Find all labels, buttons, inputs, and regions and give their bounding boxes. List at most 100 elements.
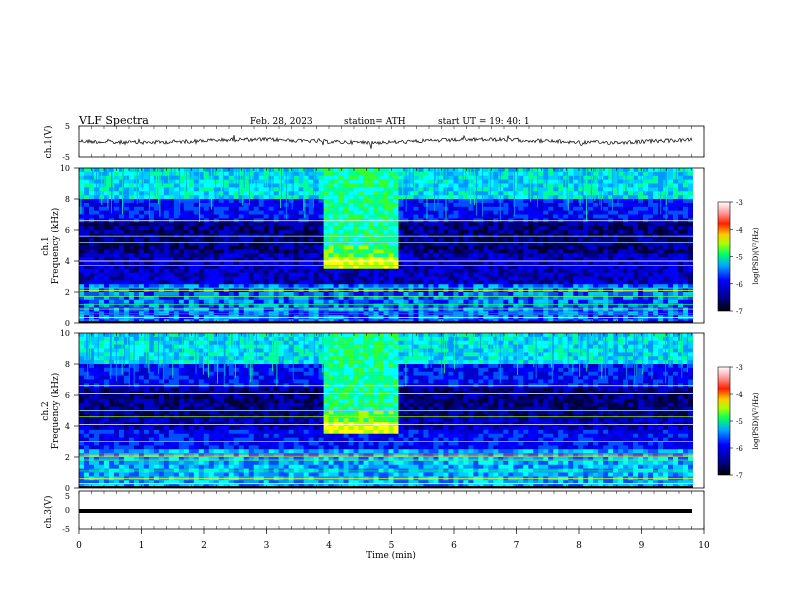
- spectrogram-cell: [108, 249, 115, 254]
- spectrogram-cell: [558, 245, 564, 250]
- spectrogram-cell: [588, 183, 594, 188]
- spectrogram-cell: [98, 249, 105, 254]
- spectrogram-cell: [368, 249, 374, 254]
- spectrogram-cell: [358, 191, 364, 196]
- spectrogram-cell: [203, 237, 210, 242]
- spectrogram-cell: [383, 237, 389, 242]
- spectrogram-cell: [298, 183, 304, 188]
- spectrogram-cell: [463, 272, 469, 277]
- spectrogram-cell: [683, 206, 689, 211]
- spectrogram-cell: [153, 292, 160, 297]
- spectrogram-cell: [243, 280, 250, 285]
- spectrogram-cell: [183, 295, 190, 301]
- spectrogram-cell: [523, 187, 529, 192]
- spectrogram-cell: [493, 261, 499, 266]
- spectrogram-cell: [508, 299, 514, 304]
- spectrogram-cell: [98, 241, 105, 246]
- spectrogram-cell: [673, 253, 679, 258]
- spectrogram-cell: [208, 264, 215, 270]
- spectrogram-cell: [313, 264, 319, 270]
- spectrogram-cell: [118, 257, 125, 262]
- spectrogram-cell: [373, 295, 379, 301]
- spectrogram-cell: [308, 237, 314, 242]
- spectrogram-cell: [79, 284, 85, 289]
- spectrogram-cell: [373, 241, 379, 246]
- spectrogram-cell: [158, 171, 165, 177]
- spectrogram-cell: [543, 303, 549, 308]
- spectrogram-cell: [253, 284, 260, 289]
- spectrogram-cell: [353, 187, 359, 192]
- spectrogram-cell: [508, 179, 514, 184]
- spectrogram-cell: [468, 168, 474, 173]
- spectrogram-cell: [493, 249, 499, 254]
- spectrogram-cell: [103, 276, 110, 281]
- spectrogram-cell: [83, 257, 90, 262]
- spectrogram-cell: [583, 206, 589, 211]
- spectrogram-cell: [498, 237, 504, 242]
- spectrogram-cell: [79, 214, 85, 219]
- spectrogram-cell: [683, 303, 689, 308]
- spectrogram-cell: [388, 307, 394, 312]
- spectrogram-cell: [373, 268, 379, 273]
- spectrogram-cell: [223, 280, 230, 285]
- spectrogram-cell: [383, 168, 389, 173]
- spectrogram-cell: [553, 253, 559, 258]
- spectrogram-cell: [663, 295, 669, 301]
- spectrogram-cell: [468, 206, 474, 211]
- spectrogram-cell: [373, 249, 379, 254]
- spectrogram-cell: [568, 202, 574, 208]
- spectrogram-cell: [408, 292, 414, 297]
- spectrogram-cell: [493, 214, 499, 219]
- spectrogram-cell: [378, 295, 384, 301]
- spectrogram-cell: [303, 191, 309, 196]
- spectrogram-cell: [393, 249, 399, 254]
- spectrogram-cell: [418, 276, 424, 281]
- spectrogram-cell: [618, 307, 624, 312]
- spectrogram-cell: [683, 202, 689, 208]
- spectrogram-cell: [488, 230, 494, 235]
- spectrogram-cell: [458, 237, 464, 242]
- spectrogram-cell: [238, 183, 245, 188]
- spectrogram-cell: [533, 241, 539, 246]
- spectrogram-cell: [578, 202, 584, 208]
- spectrogram-cell: [458, 268, 464, 273]
- spectrogram-cell: [238, 171, 245, 177]
- spectrogram-cell: [653, 264, 659, 270]
- spectrogram-cell: [213, 230, 220, 235]
- spectrogram-cell: [423, 268, 429, 273]
- spectrogram-cell: [168, 191, 175, 196]
- spectrogram-cell: [493, 253, 499, 258]
- spectrogram-cell: [668, 179, 674, 184]
- spectrogram-cell: [88, 280, 95, 285]
- spectrogram-cell: [463, 303, 469, 308]
- spectrogram-cell: [643, 303, 649, 308]
- spectrogram-cell: [518, 187, 524, 192]
- spectrogram-cell: [543, 222, 549, 227]
- spectrogram-cell: [373, 261, 379, 266]
- spectrogram-cell: [168, 272, 175, 277]
- spectrogram-cell: [448, 272, 454, 277]
- spectrogram-cell: [353, 268, 359, 273]
- spectrogram-cell: [563, 284, 569, 289]
- spectrogram-cell: [683, 210, 689, 215]
- spectrogram-cell: [423, 206, 429, 211]
- spectrogram-cell: [193, 195, 200, 200]
- spectrogram-cell: [133, 210, 140, 215]
- spectrogram-cell: [533, 249, 539, 254]
- spectrogram-cell: [363, 179, 369, 184]
- spectrogram-cell: [173, 319, 180, 323]
- spectrogram-cell: [488, 187, 494, 192]
- spectrogram-cell: [143, 230, 150, 235]
- spectrogram-cell: [678, 171, 684, 177]
- spectrogram-cell: [358, 319, 364, 323]
- spectrogram-cell: [503, 264, 509, 270]
- spectrogram-cell: [333, 195, 339, 200]
- spectrogram-cell: [478, 195, 484, 200]
- spectrogram-cell: [83, 214, 90, 219]
- spectrogram-cell: [79, 257, 85, 262]
- spectrogram-cell: [448, 237, 454, 242]
- spectrogram-cell: [178, 272, 185, 277]
- spectrogram-cell: [198, 245, 205, 250]
- spectrogram-cell: [88, 206, 95, 211]
- spectrogram-cell: [513, 226, 519, 231]
